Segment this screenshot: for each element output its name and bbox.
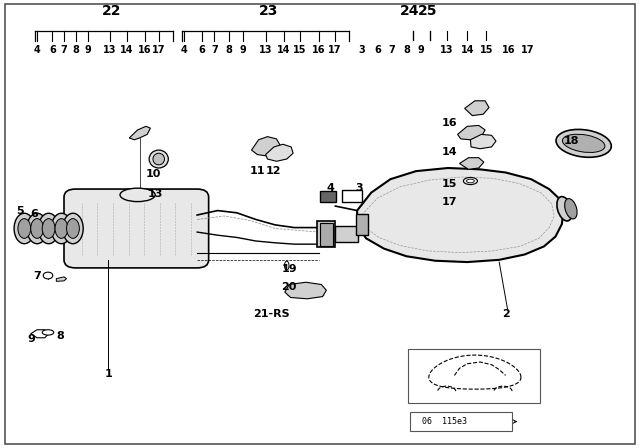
Text: 10: 10 bbox=[146, 169, 161, 179]
Ellipse shape bbox=[55, 219, 68, 238]
Text: 4: 4 bbox=[34, 45, 40, 55]
Text: 8: 8 bbox=[403, 45, 410, 55]
Text: 6: 6 bbox=[49, 45, 56, 55]
Text: 9: 9 bbox=[418, 45, 424, 55]
Text: 25: 25 bbox=[418, 4, 437, 18]
Ellipse shape bbox=[556, 129, 611, 157]
Text: 15: 15 bbox=[442, 179, 457, 189]
Ellipse shape bbox=[42, 219, 55, 238]
Bar bbox=[410, 412, 512, 431]
Text: 7: 7 bbox=[61, 45, 67, 55]
Text: 15: 15 bbox=[479, 45, 493, 55]
Ellipse shape bbox=[563, 134, 605, 152]
Bar bbox=[320, 223, 333, 246]
Text: 19: 19 bbox=[282, 264, 297, 274]
Polygon shape bbox=[129, 126, 150, 140]
Text: 7: 7 bbox=[211, 45, 218, 55]
Ellipse shape bbox=[149, 150, 168, 168]
Text: 9: 9 bbox=[240, 45, 246, 55]
FancyBboxPatch shape bbox=[64, 189, 209, 268]
Ellipse shape bbox=[27, 213, 47, 244]
Text: 2: 2 bbox=[502, 309, 510, 319]
Text: 23: 23 bbox=[259, 4, 278, 18]
Bar bbox=[342, 190, 362, 202]
Text: 14: 14 bbox=[276, 45, 291, 55]
Bar bbox=[320, 191, 336, 202]
Text: 9: 9 bbox=[85, 45, 92, 55]
Polygon shape bbox=[285, 282, 326, 299]
Text: 18: 18 bbox=[563, 136, 579, 146]
Ellipse shape bbox=[18, 219, 31, 238]
Text: 20: 20 bbox=[282, 282, 297, 292]
Ellipse shape bbox=[14, 213, 35, 244]
Ellipse shape bbox=[120, 188, 155, 202]
Ellipse shape bbox=[63, 213, 83, 244]
Ellipse shape bbox=[285, 261, 289, 270]
Text: 14: 14 bbox=[120, 45, 134, 55]
Polygon shape bbox=[252, 137, 280, 156]
Text: 11: 11 bbox=[250, 166, 265, 176]
Text: 15: 15 bbox=[292, 45, 307, 55]
Text: 14: 14 bbox=[460, 45, 474, 55]
Text: 17: 17 bbox=[328, 45, 342, 55]
Ellipse shape bbox=[463, 177, 477, 185]
Text: 4: 4 bbox=[181, 45, 188, 55]
Text: 3: 3 bbox=[355, 183, 363, 193]
Ellipse shape bbox=[51, 213, 72, 244]
Text: 7: 7 bbox=[33, 271, 41, 280]
Polygon shape bbox=[460, 158, 484, 169]
Text: 17: 17 bbox=[521, 45, 535, 55]
Polygon shape bbox=[31, 330, 49, 338]
Ellipse shape bbox=[557, 197, 572, 221]
Text: 6: 6 bbox=[198, 45, 205, 55]
Polygon shape bbox=[470, 134, 496, 149]
Text: 8: 8 bbox=[56, 331, 64, 341]
Ellipse shape bbox=[153, 153, 164, 165]
FancyBboxPatch shape bbox=[5, 4, 635, 444]
Ellipse shape bbox=[38, 213, 59, 244]
Text: 6: 6 bbox=[31, 209, 38, 219]
Text: 12: 12 bbox=[266, 166, 281, 176]
Text: 7: 7 bbox=[388, 45, 395, 55]
Bar bbox=[356, 214, 368, 235]
Ellipse shape bbox=[564, 198, 577, 219]
Text: 13: 13 bbox=[147, 190, 163, 199]
Ellipse shape bbox=[467, 179, 474, 183]
Bar bbox=[408, 349, 540, 403]
Text: 21-RS: 21-RS bbox=[253, 310, 289, 319]
Ellipse shape bbox=[44, 272, 52, 279]
Polygon shape bbox=[56, 277, 67, 281]
Text: 17: 17 bbox=[152, 45, 166, 55]
Text: 6: 6 bbox=[374, 45, 381, 55]
Bar bbox=[335, 226, 358, 242]
Text: 13: 13 bbox=[440, 45, 454, 55]
Text: 8: 8 bbox=[226, 45, 232, 55]
Text: 16: 16 bbox=[312, 45, 326, 55]
Text: 16: 16 bbox=[502, 45, 516, 55]
Ellipse shape bbox=[67, 219, 79, 238]
Text: 16: 16 bbox=[442, 118, 457, 128]
Text: 16: 16 bbox=[138, 45, 152, 55]
Text: 9: 9 bbox=[28, 334, 35, 344]
Text: 13: 13 bbox=[103, 45, 117, 55]
Text: 8: 8 bbox=[72, 45, 79, 55]
Text: 4: 4 bbox=[326, 183, 334, 193]
Polygon shape bbox=[465, 101, 489, 116]
Text: 17: 17 bbox=[442, 198, 457, 207]
Ellipse shape bbox=[31, 219, 44, 238]
Ellipse shape bbox=[42, 330, 54, 335]
Text: 3: 3 bbox=[358, 45, 365, 55]
Text: 13: 13 bbox=[259, 45, 273, 55]
Text: 22: 22 bbox=[102, 4, 122, 18]
Text: 5: 5 bbox=[16, 206, 24, 215]
Polygon shape bbox=[266, 144, 293, 161]
Polygon shape bbox=[357, 168, 563, 262]
Bar bbox=[317, 221, 335, 247]
Text: 1: 1 bbox=[104, 369, 112, 379]
Text: 14: 14 bbox=[442, 147, 457, 157]
Text: 06  115e3: 06 115e3 bbox=[422, 417, 467, 426]
Polygon shape bbox=[458, 125, 485, 140]
Text: 24: 24 bbox=[400, 4, 419, 18]
